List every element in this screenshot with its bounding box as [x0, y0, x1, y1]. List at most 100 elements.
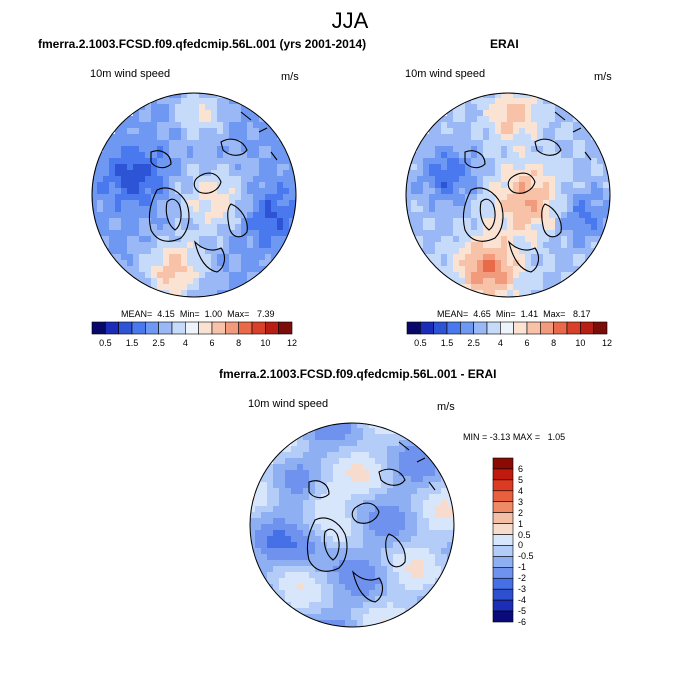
colorbar-tick-label: 8	[551, 338, 557, 348]
panel-3-map-border	[249, 422, 455, 628]
panel-2-coastlines	[462, 111, 592, 273]
colorbar-swatch	[492, 588, 514, 601]
colorbar-tick-label: -5	[518, 606, 527, 617]
colorbar-swatch	[492, 545, 514, 557]
panel-1-map	[91, 92, 297, 298]
colorbar-swatch	[406, 321, 421, 335]
panel-1-stats: MEAN= 4.15 Min= 1.00 Max= 7.39	[121, 309, 275, 319]
figure-title: JJA	[331, 8, 369, 33]
colorbar-swatch	[593, 321, 608, 335]
colorbar-tick-label: 0.5	[414, 338, 427, 348]
colorbar-tick-label: 4	[518, 485, 524, 496]
colorbar-swatch	[492, 610, 514, 623]
colorbar-swatch	[486, 321, 501, 335]
colorbar-tick-label: 0	[518, 540, 524, 551]
colorbar-swatch	[540, 321, 554, 335]
panel-1-units: m/s	[281, 71, 299, 83]
panel-2-title: ERAI	[490, 37, 519, 51]
colorbar-swatch	[492, 512, 514, 524]
colorbar-swatch	[118, 321, 133, 335]
colorbar-swatch	[553, 321, 568, 335]
panel-1-variable: 10m wind speed	[90, 68, 171, 80]
colorbar-swatch	[278, 321, 293, 335]
colorbar-tick-label: -0.5	[518, 551, 534, 562]
colorbar-tick-label: 3	[518, 496, 524, 507]
colorbar-tick-label: 2.5	[467, 338, 480, 348]
colorbar-tick-label: 6	[524, 338, 530, 348]
colorbar-swatch	[473, 321, 488, 335]
colorbar-swatch	[105, 321, 119, 335]
colorbar-tick-label: 1	[518, 518, 524, 529]
panel-3-coastlines	[306, 441, 436, 603]
panel-3-colorbar-ticks: 6 5 4 3 2 1 0.5 0 -0.5 -1 -2 -3 -4 -5 -6	[518, 458, 548, 627]
colorbar-swatch	[198, 321, 213, 335]
colorbar-swatch	[500, 321, 514, 335]
panel-1-colorbar-ticks: 0.5 1.5 2.5 4 6 8 10 12	[92, 338, 297, 350]
panel-1-colorbar	[91, 321, 293, 335]
colorbar-tick-label: 2	[518, 507, 524, 518]
colorbar-tick-label: -6	[518, 617, 527, 627]
colorbar-swatch	[251, 321, 266, 335]
colorbar-swatch	[131, 321, 146, 335]
colorbar-swatch	[492, 479, 514, 492]
colorbar-swatch	[446, 321, 461, 335]
panel-2-colorbar	[406, 321, 608, 335]
colorbar-swatch	[492, 567, 514, 579]
colorbar-swatch	[492, 501, 514, 513]
panel-2-variable: 10m wind speed	[405, 68, 486, 80]
colorbar-swatch	[225, 321, 239, 335]
panel-1-wind-field	[92, 93, 296, 297]
colorbar-tick-label: 0.5	[518, 529, 531, 540]
panel-2-map	[405, 92, 611, 298]
colorbar-swatch	[91, 321, 106, 335]
colorbar-swatch	[492, 468, 514, 481]
colorbar-tick-label: -4	[518, 595, 527, 606]
panel-2-stats: MEAN= 4.65 Min= 1.41 Max= 8.17	[437, 309, 591, 319]
colorbar-tick-label: 10	[575, 338, 586, 348]
colorbar-swatch	[492, 457, 514, 470]
colorbar-tick-label: 0.5	[99, 338, 112, 348]
colorbar-swatch	[492, 490, 514, 503]
panel-3-stats: MIN = -3.13 MAX = 1.05	[463, 432, 566, 442]
colorbar-swatch	[566, 321, 581, 335]
colorbar-swatch	[265, 321, 279, 335]
colorbar-tick-label: 1.5	[440, 338, 454, 348]
colorbar-tick-label: 6	[209, 338, 215, 348]
colorbar-swatch	[460, 321, 474, 335]
panel-3-wind-field	[250, 423, 454, 627]
colorbar-swatch	[171, 321, 186, 335]
panel-1-map-border	[91, 92, 297, 298]
colorbar-tick-label: 5	[518, 474, 524, 485]
panel-3-colorbar	[492, 457, 514, 623]
colorbar-tick-label: 12	[286, 338, 298, 348]
colorbar-tick-label: -1	[518, 562, 527, 573]
colorbar-swatch	[185, 321, 199, 335]
colorbar-swatch	[158, 321, 173, 335]
panel-3-variable: 10m wind speed	[248, 398, 329, 410]
colorbar-tick-label: -2	[518, 573, 527, 584]
panel-1-coastlines	[148, 111, 278, 273]
panel-2-units: m/s	[594, 71, 612, 83]
colorbar-swatch	[492, 599, 514, 612]
colorbar-swatch	[433, 321, 448, 335]
panel-2-wind-field	[406, 93, 610, 297]
colorbar-swatch	[492, 577, 514, 590]
colorbar-tick-label: 4	[182, 338, 188, 348]
colorbar-tick-label: 2.5	[152, 338, 165, 348]
colorbar-swatch	[211, 321, 226, 335]
colorbar-tick-label: 6	[518, 463, 524, 474]
colorbar-swatch	[526, 321, 541, 335]
colorbar-tick-label: 1.5	[125, 338, 139, 348]
colorbar-swatch	[492, 556, 514, 568]
panel-3-units: m/s	[437, 401, 455, 413]
colorbar-swatch	[580, 321, 594, 335]
colorbar-swatch	[145, 321, 159, 335]
colorbar-tick-label: 4	[497, 338, 503, 348]
colorbar-swatch	[492, 534, 514, 546]
colorbar-swatch	[238, 321, 253, 335]
panel-2-colorbar-ticks: 0.5 1.5 2.5 4 6 8 10 12	[407, 338, 612, 350]
colorbar-swatch	[513, 321, 528, 335]
colorbar-tick-label: 8	[236, 338, 242, 348]
colorbar-swatch	[492, 523, 514, 535]
panel-1-title: fmerra.2.1003.FCSD.f09.qfedcmip.56L.001 …	[38, 37, 367, 51]
